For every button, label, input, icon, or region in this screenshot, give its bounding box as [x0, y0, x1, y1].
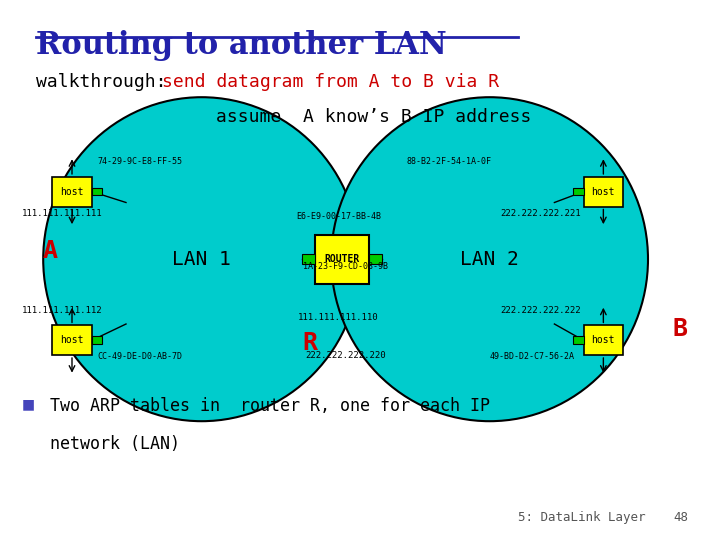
Text: 88-B2-2F-54-1A-0F: 88-B2-2F-54-1A-0F	[407, 158, 492, 166]
Ellipse shape	[43, 97, 360, 421]
Ellipse shape	[331, 97, 648, 421]
Text: network (LAN): network (LAN)	[50, 435, 181, 453]
Text: host: host	[592, 335, 615, 345]
Text: host: host	[60, 187, 84, 197]
Bar	[302, 254, 315, 264]
Text: B: B	[673, 318, 688, 341]
Text: LAN 1: LAN 1	[172, 249, 231, 269]
Bar	[583, 177, 623, 206]
Text: R: R	[302, 331, 317, 355]
Text: walkthrough:: walkthrough:	[36, 73, 177, 91]
Text: 111.111.111.110: 111.111.111.110	[298, 313, 379, 322]
Text: 222.222.222.222: 222.222.222.222	[500, 306, 581, 315]
Text: assume  A know’s B IP address: assume A know’s B IP address	[216, 108, 531, 126]
Text: A: A	[43, 239, 58, 263]
Text: CC-49-DE-D0-AB-7D: CC-49-DE-D0-AB-7D	[97, 352, 182, 361]
Text: LAN 2: LAN 2	[460, 249, 519, 269]
Bar	[92, 336, 102, 344]
Bar	[369, 254, 382, 264]
Text: 74-29-9C-E8-FF-55: 74-29-9C-E8-FF-55	[97, 158, 182, 166]
Text: host: host	[592, 187, 615, 197]
Bar	[53, 177, 92, 206]
Bar	[53, 325, 92, 355]
Text: 48: 48	[673, 511, 688, 524]
Bar	[583, 325, 623, 355]
Bar	[574, 188, 584, 195]
Text: 111.111.111.112: 111.111.111.112	[22, 306, 102, 315]
Bar	[574, 336, 584, 344]
Text: ROUTER: ROUTER	[325, 254, 359, 264]
Text: ■: ■	[22, 397, 35, 411]
Text: 222.222.222.220: 222.222.222.220	[305, 351, 386, 360]
Bar	[92, 188, 102, 195]
Text: 1A-23-F9-CD-08-9B: 1A-23-F9-CD-08-9B	[303, 262, 388, 271]
Text: Routing to another LAN: Routing to another LAN	[36, 30, 446, 60]
Text: 49-BD-D2-C7-56-2A: 49-BD-D2-C7-56-2A	[490, 352, 575, 361]
Text: send datagram from A to B via R: send datagram from A to B via R	[162, 73, 499, 91]
Text: Two ARP tables in  router R, one for each IP: Two ARP tables in router R, one for each…	[50, 397, 490, 415]
Text: 111.111.111.111: 111.111.111.111	[22, 209, 102, 218]
Text: 222.222.222.221: 222.222.222.221	[500, 209, 581, 218]
Text: host: host	[60, 335, 84, 345]
Text: 5: DataLink Layer: 5: DataLink Layer	[518, 511, 646, 524]
Bar	[315, 235, 369, 284]
Text: E6-E9-00-17-BB-4B: E6-E9-00-17-BB-4B	[296, 212, 381, 221]
